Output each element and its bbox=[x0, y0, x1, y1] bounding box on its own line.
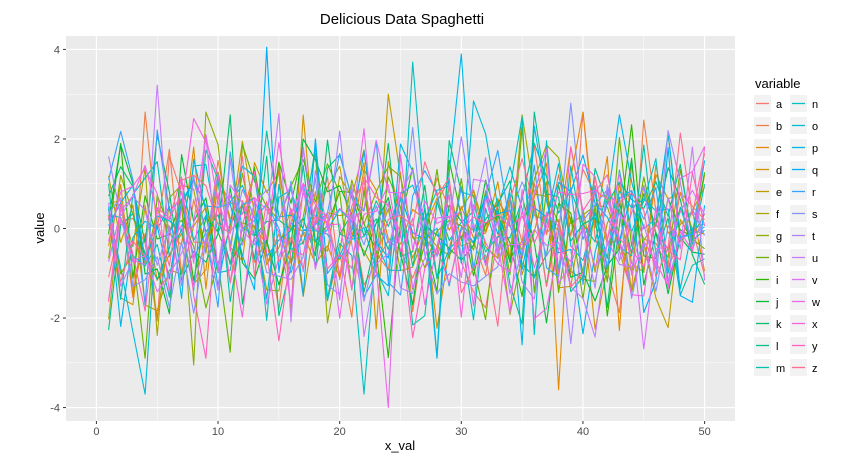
legend-label-d: d bbox=[776, 165, 782, 177]
series-line-z bbox=[108, 132, 706, 327]
legend-label-s: s bbox=[812, 209, 818, 221]
legend-label-o: o bbox=[812, 121, 818, 133]
legend-label-g: g bbox=[776, 231, 782, 243]
legend-label-k: k bbox=[776, 319, 782, 331]
y-tick-label: 0 bbox=[54, 224, 60, 236]
x-tick-label: 0 bbox=[93, 426, 99, 438]
y-tick-label: -2 bbox=[50, 313, 60, 325]
legend-title: variable bbox=[755, 76, 801, 91]
x-axis-title: x_val bbox=[385, 438, 415, 453]
series-line-j bbox=[108, 138, 705, 324]
legend-label-w: w bbox=[811, 297, 820, 309]
series-line-f bbox=[108, 114, 706, 337]
x-tick-label: 30 bbox=[455, 426, 467, 438]
legend-label-n: n bbox=[812, 99, 818, 111]
legend-label-c: c bbox=[776, 143, 782, 155]
series-line-p bbox=[108, 53, 706, 359]
legend-label-f: f bbox=[776, 209, 780, 221]
legend-label-t: t bbox=[812, 231, 815, 243]
y-tick-label: 2 bbox=[54, 134, 60, 146]
x-tick-label: 50 bbox=[698, 426, 710, 438]
x-tick-label: 10 bbox=[212, 426, 224, 438]
legend-label-l: l bbox=[776, 341, 778, 353]
legend-label-r: r bbox=[812, 187, 816, 199]
chart-title: Delicious Data Spaghetti bbox=[320, 11, 484, 28]
legend-label-p: p bbox=[812, 143, 818, 155]
legend-label-b: b bbox=[776, 121, 782, 133]
series-line-t bbox=[108, 129, 706, 345]
legend-label-m: m bbox=[776, 363, 785, 375]
series-lines bbox=[108, 46, 706, 409]
legend-label-u: u bbox=[812, 253, 818, 265]
series-line-y bbox=[108, 146, 706, 359]
y-axis-ticks: -4 -2 0 2 4 bbox=[50, 44, 66, 415]
x-tick-label: 40 bbox=[577, 426, 589, 438]
legend-label-a: a bbox=[776, 99, 783, 111]
x-axis-ticks: 0 10 20 30 40 50 bbox=[93, 421, 711, 438]
legend-label-j: j bbox=[775, 297, 778, 309]
legend-label-v: v bbox=[812, 275, 818, 287]
legend-label-i: i bbox=[776, 275, 778, 287]
y-tick-label: -4 bbox=[50, 403, 60, 415]
legend-label-e: e bbox=[776, 187, 782, 199]
series-line-q bbox=[108, 46, 706, 314]
legend-label-x: x bbox=[812, 319, 818, 331]
legend-label-q: q bbox=[812, 165, 818, 177]
series-line-v bbox=[108, 134, 706, 350]
series-line-c bbox=[108, 111, 706, 391]
legend-label-y: y bbox=[812, 341, 818, 353]
legend-label-z: z bbox=[812, 363, 818, 375]
x-tick-label: 20 bbox=[334, 426, 346, 438]
series-line-x bbox=[108, 117, 706, 318]
series-line-u bbox=[108, 84, 706, 338]
series-line-k bbox=[108, 114, 706, 308]
y-tick-label: 4 bbox=[54, 44, 60, 56]
y-axis-title: value bbox=[32, 212, 47, 243]
legend-label-h: h bbox=[776, 253, 782, 265]
